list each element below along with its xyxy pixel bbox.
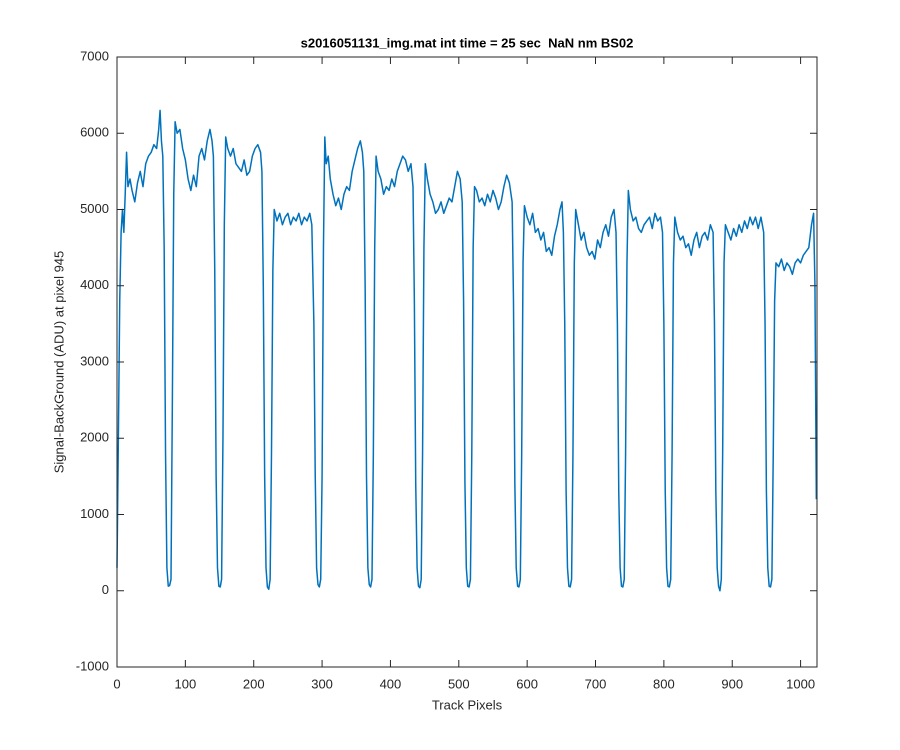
y-tick-label: 0 — [102, 582, 109, 597]
y-tick-label: 3000 — [80, 353, 109, 368]
x-tick-label: 300 — [311, 676, 333, 691]
y-tick-label: -1000 — [76, 658, 109, 673]
x-tick-label: 100 — [175, 676, 197, 691]
x-tick-label: 200 — [243, 676, 265, 691]
y-tick-label: 6000 — [80, 125, 109, 140]
x-tick-label: 400 — [380, 676, 402, 691]
x-tick-label: 800 — [653, 676, 675, 691]
y-tick-label: 7000 — [80, 48, 109, 63]
y-tick-label: 4000 — [80, 277, 109, 292]
data-line — [116, 109, 818, 592]
x-tick-label: 0 — [113, 676, 120, 691]
x-axis-label: Track Pixels — [432, 697, 503, 712]
y-axis-label: Signal-BackGround (ADU) at pixel 945 — [51, 251, 66, 474]
x-tick-label: 900 — [721, 676, 743, 691]
y-tick-label: 5000 — [80, 201, 109, 216]
x-tick-label: 500 — [448, 676, 470, 691]
x-tick-label: 700 — [585, 676, 607, 691]
y-tick-label: 2000 — [80, 430, 109, 445]
x-tick-label: 1000 — [786, 676, 815, 691]
x-tick-label: 600 — [516, 676, 538, 691]
chart-title: s2016051131_img.mat int time = 25 sec Na… — [301, 35, 634, 50]
y-tick-label: 1000 — [80, 506, 109, 521]
